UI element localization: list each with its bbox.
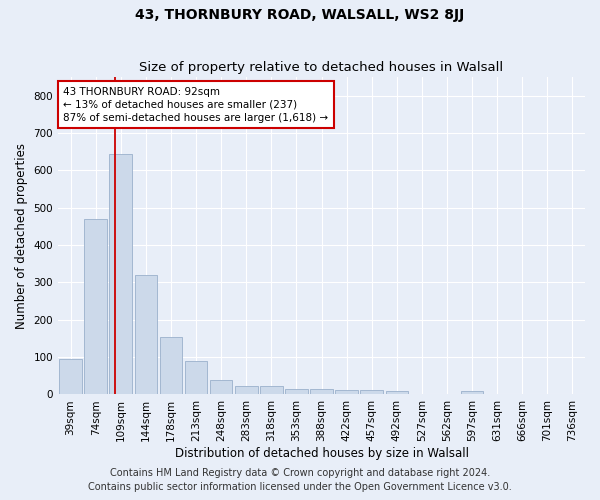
Bar (109, 154, 132, 394)
X-axis label: Distribution of detached houses by size in Walsall: Distribution of detached houses by size … (175, 447, 469, 460)
Bar (285, 389, 308, 394)
Text: 43, THORNBURY ROAD, WALSALL, WS2 8JJ: 43, THORNBURY ROAD, WALSALL, WS2 8JJ (136, 8, 464, 22)
Text: 43 THORNBURY ROAD: 92sqm
← 13% of detached houses are smaller (237)
87% of semi-: 43 THORNBURY ROAD: 92sqm ← 13% of detach… (64, 86, 328, 123)
Bar (260, 386, 283, 394)
Bar (160, 336, 182, 394)
Bar (361, 390, 383, 394)
Bar (335, 390, 358, 394)
Text: Contains HM Land Registry data © Crown copyright and database right 2024.
Contai: Contains HM Land Registry data © Crown c… (88, 468, 512, 492)
Bar (235, 386, 257, 394)
Bar (85, 219, 107, 394)
Title: Size of property relative to detached houses in Walsall: Size of property relative to detached ho… (139, 62, 503, 74)
Bar (185, 361, 208, 394)
Bar (386, 392, 408, 394)
Bar (59, 359, 82, 394)
Bar (210, 380, 232, 394)
Y-axis label: Number of detached properties: Number of detached properties (15, 143, 28, 329)
Bar (310, 389, 333, 394)
Bar (461, 392, 484, 394)
Bar (134, 275, 157, 394)
